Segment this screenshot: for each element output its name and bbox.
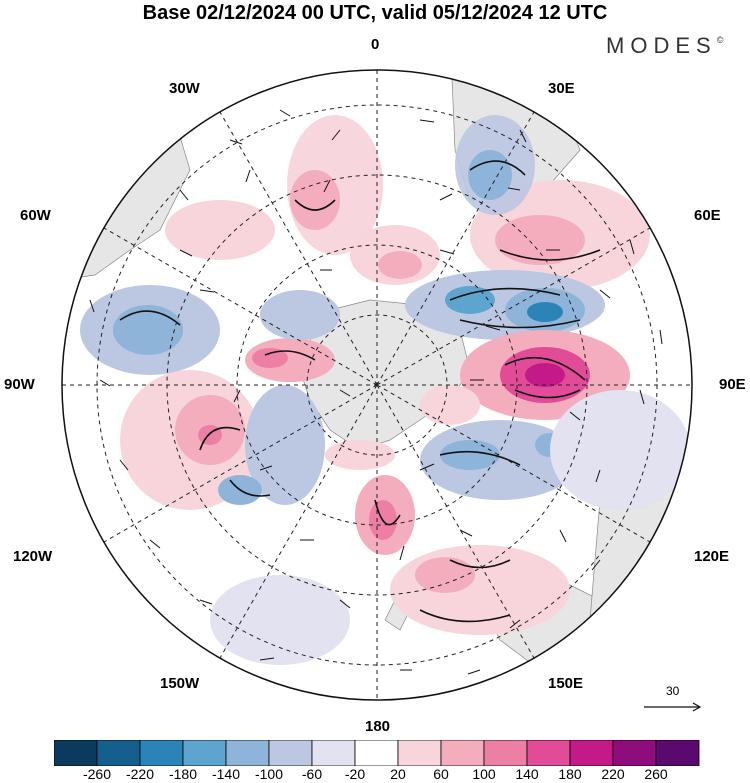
lon-label-60e: 60E (694, 207, 721, 224)
map-boundary (61, 69, 693, 701)
colorbar-tick-label: -260 (82, 766, 112, 782)
colorbar-swatch (311, 740, 356, 766)
lon-label-90e: 90E (719, 376, 746, 393)
colorbar-tick-label: -220 (125, 766, 155, 782)
colorbar-tick-label: 140 (515, 766, 539, 782)
colorbar-swatch (440, 740, 485, 766)
colorbar-tick-label: -20 (344, 766, 366, 782)
reference-vector-arrow (644, 702, 702, 712)
colorbar-tick-label: 60 (433, 766, 449, 782)
lon-label-60w: 60W (20, 207, 51, 224)
colorbar-swatch (655, 740, 700, 766)
lon-label-120w: 120W (13, 548, 53, 565)
colorbar-swatch (397, 740, 442, 766)
colorbar-swatch (225, 740, 270, 766)
lon-label-150e: 150E (548, 675, 584, 692)
colorbar-tick-label: 260 (644, 766, 668, 782)
colorbar-swatch (483, 740, 528, 766)
colorbar (54, 740, 700, 766)
colorbar-swatch (612, 740, 657, 766)
colorbar-swatch (139, 740, 184, 766)
colorbar-tick-label: -140 (211, 766, 241, 782)
modes-logo: MODES© (606, 33, 724, 58)
colorbar-tick-label: 100 (472, 766, 496, 782)
lon-label-0: 0 (371, 36, 380, 53)
colorbar-tick-label: 220 (601, 766, 625, 782)
colorbar-tick-label: -100 (254, 766, 284, 782)
lon-label-30w: 30W (169, 80, 200, 97)
colorbar-tick-label: -60 (301, 766, 323, 782)
colorbar-swatch (182, 740, 227, 766)
streamlines (119, 160, 601, 623)
lon-label-180: 180 (365, 718, 391, 735)
colorbar-tick-label: 20 (390, 766, 406, 782)
wind-arrows (89, 109, 663, 675)
lon-label-120e: 120E (694, 548, 730, 565)
colorbar-tick-label: -180 (168, 766, 198, 782)
colorbar-swatch (569, 740, 614, 766)
colorbar-swatch (526, 740, 571, 766)
map-title: Base 02/12/2024 00 UTC, valid 05/12/2024… (142, 2, 608, 24)
lon-label-90w: 90W (4, 376, 35, 393)
anomaly-blobs (80, 115, 690, 665)
lon-label-30e: 30E (548, 80, 575, 97)
colorbar-swatch (96, 740, 141, 766)
colorbar-swatch (268, 740, 313, 766)
lat-lon-grid (62, 70, 692, 700)
colorbar-swatch (354, 740, 399, 766)
reference-vector-label: 30 (666, 684, 680, 698)
lon-label-150w: 150W (160, 675, 200, 692)
colorbar-swatch (54, 740, 98, 766)
colorbar-tick-label: 180 (558, 766, 582, 782)
